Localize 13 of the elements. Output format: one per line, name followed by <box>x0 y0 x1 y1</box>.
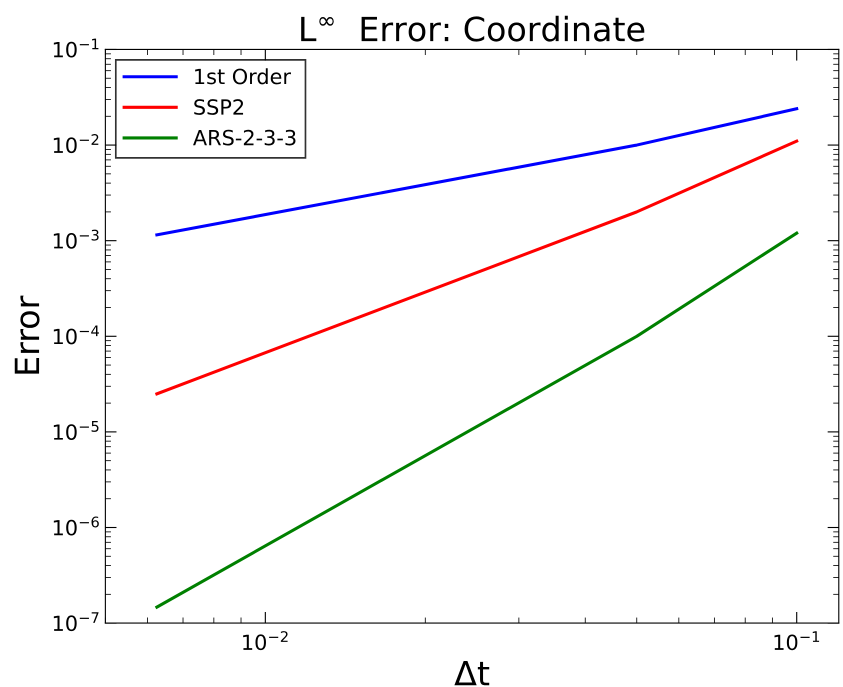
y-tick-label: 10$^{−6}$ <box>54 516 99 536</box>
legend-label: ARS-2-3-3 <box>193 130 296 146</box>
y-tick-label: 10$^{−2}$ <box>54 134 98 154</box>
legend-label: 1st Order <box>195 68 291 84</box>
y-tick-label: 10$^{−5}$ <box>54 421 98 440</box>
chart-title: L$^{∞}$ Error: Coordinate <box>301 16 644 42</box>
y-tick-label: 10$^{−1}$ <box>54 38 98 58</box>
y-tick-label: 10$^{−7}$ <box>54 612 99 632</box>
y-tick-label: 10$^{−3}$ <box>54 230 99 249</box>
x-axis-title: Δt <box>454 660 490 686</box>
legend-label: SSP2 <box>194 99 244 115</box>
y-axis-title: Error <box>14 296 40 374</box>
y-tick-label: 10$^{−4}$ <box>54 325 99 344</box>
